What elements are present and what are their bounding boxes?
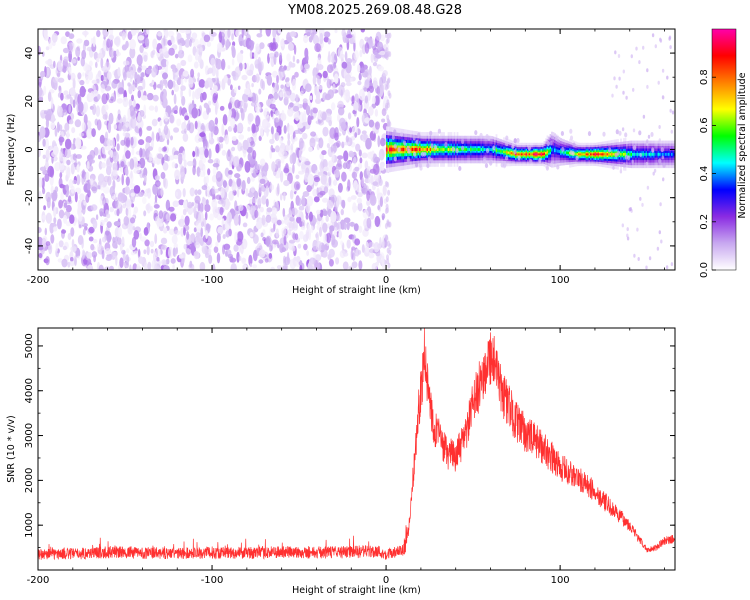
colorbar-ticks: 0.0 0.2 0.4 0.6 0.8 <box>699 69 716 278</box>
snr-y-tick-label: 4000 <box>24 378 35 403</box>
colorbar-tick-label: 0.8 <box>699 69 710 85</box>
snr-y-tick-label: 2000 <box>24 468 35 493</box>
snr-y-axis-label: SNR (10 * v/v) <box>6 415 17 483</box>
snr-y-tick-label: 5000 <box>24 333 35 358</box>
spectrogram-x-tick-label: -200 <box>27 275 50 286</box>
figure-title: YM08.2025.269.08.48.G28 <box>287 3 462 18</box>
snr-y-tick-label: 3000 <box>24 423 35 448</box>
spectrogram-image <box>38 29 675 270</box>
snr-x-tick-label: -100 <box>201 575 224 586</box>
snr-panel: -200 -100 0 100 1000 2000 3000 4000 5000 Height… <box>6 327 676 596</box>
spectrogram-x-axis-label: Height of straight line (km) <box>292 285 421 296</box>
snr-y-axis: 1000 2000 3000 4000 5000 <box>24 333 675 548</box>
spectrogram-y-tick-label: -20 <box>24 190 35 206</box>
snr-x-axis-label: Height of straight line (km) <box>292 585 421 596</box>
spectrogram-y-tick-label: -40 <box>24 238 35 254</box>
spectrogram-y-tick-label: 20 <box>24 95 35 108</box>
colorbar-gradient <box>711 28 737 271</box>
snr-x-axis: -200 -100 0 100 <box>27 328 665 586</box>
snr-frame <box>37 327 676 571</box>
spectrogram-x-tick-label: 100 <box>551 275 570 286</box>
colorbar-tick-label: 0.4 <box>699 166 710 182</box>
spectrogram-y-tick-label: 0 <box>24 146 35 152</box>
spectrogram-x-tick-label: -100 <box>201 275 224 286</box>
colorbar-label: Normalized spectral amplitude <box>737 72 748 218</box>
spectrogram-y-tick-label: 40 <box>24 47 35 60</box>
colorbar: 0.0 0.2 0.4 0.6 0.8 Normalized spectral ampl… <box>699 28 748 278</box>
spectrogram-y-axis: -40 -20 0 20 40 <box>24 47 675 254</box>
spectrogram-x-tick-label: 0 <box>383 275 389 286</box>
colorbar-tick-label: 0.2 <box>699 214 710 230</box>
spectrogram-x-axis: -200 -100 0 100 <box>27 29 665 286</box>
snr-x-tick-label: -200 <box>27 575 50 586</box>
colorbar-tick-label: 0.6 <box>699 117 710 133</box>
colorbar-tick-label: 0.0 <box>699 262 710 278</box>
snr-x-tick-label: 0 <box>383 575 389 586</box>
snr-x-tick-label: 100 <box>551 575 570 586</box>
spectrogram-y-axis-label: Frequency (Hz) <box>6 114 17 186</box>
snr-y-tick-label: 1000 <box>24 512 35 537</box>
snr-series-line <box>37 328 676 561</box>
